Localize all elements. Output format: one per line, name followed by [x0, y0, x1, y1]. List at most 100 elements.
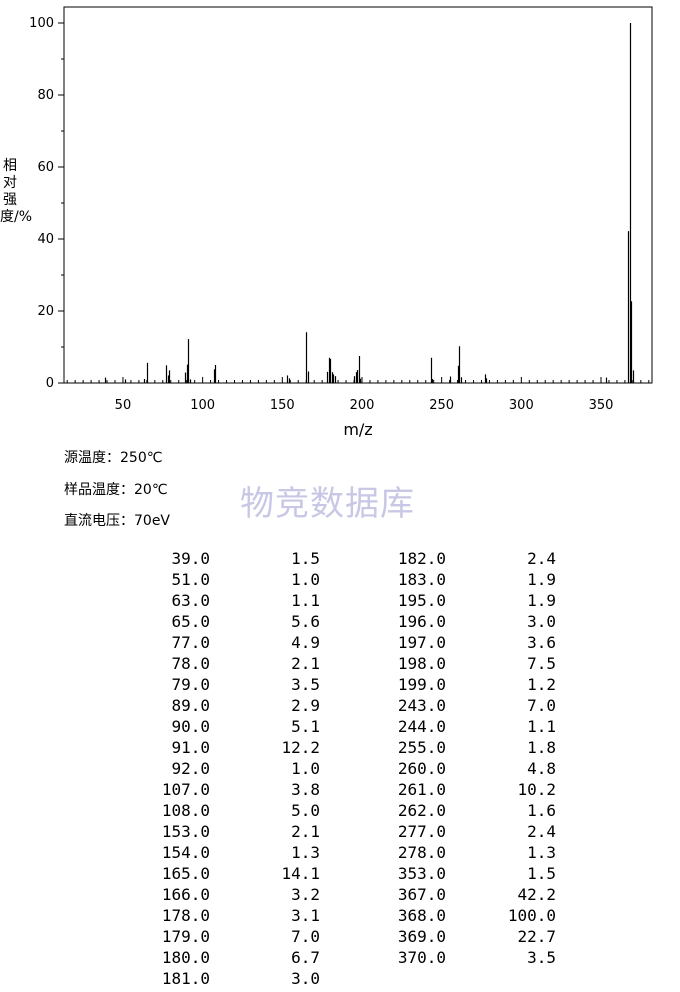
- intensity-value: 5.1: [291, 717, 320, 736]
- peak-row: 179.0 7.0 369.0 22.7: [0, 926, 680, 947]
- sample-temperature: 样品温度：20℃: [64, 482, 168, 498]
- mz-value: 108.0: [161, 801, 210, 820]
- intensity-value: 3.1: [291, 906, 320, 925]
- intensity-value: 6.7: [291, 948, 320, 967]
- peak-row: 51.0 1.0 183.0 1.9: [0, 569, 680, 590]
- intensity-value: 1.0: [291, 570, 320, 589]
- intensity-value: 3.5: [527, 948, 556, 967]
- intensity-value: 1.5: [291, 549, 320, 568]
- x-tick-label: 100: [190, 398, 215, 413]
- mz-value: 198.0: [397, 654, 446, 673]
- intensity-value: 1.1: [527, 717, 556, 736]
- peak-row: 65.0 5.6 196.0 3.0: [0, 611, 680, 632]
- mz-value: 278.0: [397, 843, 446, 862]
- intensity-value: 7.0: [527, 696, 556, 715]
- mz-value: 370.0: [397, 948, 446, 967]
- peak-row: 153.0 2.1 277.0 2.4: [0, 821, 680, 842]
- mz-value: 79.0: [171, 675, 210, 694]
- peak-row: 165.0 14.1 353.0 1.5: [0, 863, 680, 884]
- y-axis-label: 相对强度/%: [0, 158, 33, 225]
- intensity-value: 100.0: [507, 906, 556, 925]
- mz-value: 91.0: [171, 738, 210, 757]
- intensity-value: 1.3: [291, 843, 320, 862]
- intensity-value: 2.1: [291, 822, 320, 841]
- intensity-value: 1.1: [291, 591, 320, 610]
- intensity-value: 1.0: [291, 759, 320, 778]
- peak-row: 77.0 4.9 197.0 3.6: [0, 632, 680, 653]
- intensity-value: 5.6: [291, 612, 320, 631]
- intensity-value: 7.5: [527, 654, 556, 673]
- intensity-value: 14.1: [281, 864, 320, 883]
- mz-value: 199.0: [397, 675, 446, 694]
- mz-value: 78.0: [171, 654, 210, 673]
- mz-value: 197.0: [397, 633, 446, 652]
- x-tick-label: 250: [429, 398, 454, 413]
- mz-value: 90.0: [171, 717, 210, 736]
- y-tick-label: 40: [37, 232, 54, 247]
- peak-row: 181.0 3.0: [0, 968, 680, 989]
- mz-value: 107.0: [161, 780, 210, 799]
- mz-value: 260.0: [397, 759, 446, 778]
- intensity-value: 22.7: [517, 927, 556, 946]
- peak-row: 79.0 3.5 199.0 1.2: [0, 674, 680, 695]
- mz-value: 51.0: [171, 570, 210, 589]
- mz-value: 92.0: [171, 759, 210, 778]
- mz-value: 182.0: [397, 549, 446, 568]
- peak-row: 89.0 2.9 243.0 7.0: [0, 695, 680, 716]
- intensity-value: 1.6: [527, 801, 556, 820]
- source-temperature: 源温度：250℃: [64, 450, 163, 466]
- mz-value: 368.0: [397, 906, 446, 925]
- mz-value: 277.0: [397, 822, 446, 841]
- peak-row: 180.0 6.7 370.0 3.5: [0, 947, 680, 968]
- mz-value: 165.0: [161, 864, 210, 883]
- intensity-value: 2.4: [527, 822, 556, 841]
- peak-row: 91.0 12.2 255.0 1.8: [0, 737, 680, 758]
- dc-voltage: 直流电压：70eV: [64, 513, 171, 529]
- intensity-value: 3.0: [291, 969, 320, 988]
- mz-value: 261.0: [397, 780, 446, 799]
- mz-value: 353.0: [397, 864, 446, 883]
- mz-value: 178.0: [161, 906, 210, 925]
- peak-row: 178.0 3.1 368.0 100.0: [0, 905, 680, 926]
- y-tick-label: 100: [29, 16, 54, 31]
- x-tick-label: 150: [270, 398, 295, 413]
- peak-row: 154.0 1.3 278.0 1.3: [0, 842, 680, 863]
- mz-value: 154.0: [161, 843, 210, 862]
- intensity-value: 42.2: [517, 885, 556, 904]
- peak-row: 166.0 3.2 367.0 42.2: [0, 884, 680, 905]
- intensity-value: 5.0: [291, 801, 320, 820]
- y-tick-label: 60: [37, 160, 54, 175]
- y-tick-label: 20: [37, 304, 54, 319]
- intensity-value: 3.8: [291, 780, 320, 799]
- intensity-value: 1.5: [527, 864, 556, 883]
- mz-value: 196.0: [397, 612, 446, 631]
- mz-value: 89.0: [171, 696, 210, 715]
- mz-value: 255.0: [397, 738, 446, 757]
- mz-value: 39.0: [171, 549, 210, 568]
- x-tick-label: 50: [115, 398, 132, 413]
- mz-value: 243.0: [397, 696, 446, 715]
- peak-row: 92.0 1.0 260.0 4.8: [0, 758, 680, 779]
- intensity-value: 1.2: [527, 675, 556, 694]
- intensity-value: 12.2: [281, 738, 320, 757]
- intensity-value: 1.8: [527, 738, 556, 757]
- mass-spectrum-chart: 50 100 150 200 250 300 350 0 20 40 60 80 100 m/z: [29, 6, 653, 439]
- mz-value: 166.0: [161, 885, 210, 904]
- intensity-value: 1.3: [527, 843, 556, 862]
- y-tick-label: 0: [46, 376, 54, 391]
- mz-value: 77.0: [171, 633, 210, 652]
- x-tick-label: 200: [350, 398, 375, 413]
- peak-row: 90.0 5.1 244.0 1.1: [0, 716, 680, 737]
- plot-frame: [63, 6, 653, 384]
- peak-row: 108.0 5.0 262.0 1.6: [0, 800, 680, 821]
- mz-value: 180.0: [161, 948, 210, 967]
- mz-value: 195.0: [397, 591, 446, 610]
- intensity-value: 1.9: [527, 570, 556, 589]
- mz-value: 367.0: [397, 885, 446, 904]
- intensity-value: 4.9: [291, 633, 320, 652]
- x-axis-label: m/z: [343, 420, 372, 439]
- mz-value: 153.0: [161, 822, 210, 841]
- intensity-value: 2.9: [291, 696, 320, 715]
- y-tick-label: 80: [37, 88, 54, 103]
- intensity-value: 3.6: [527, 633, 556, 652]
